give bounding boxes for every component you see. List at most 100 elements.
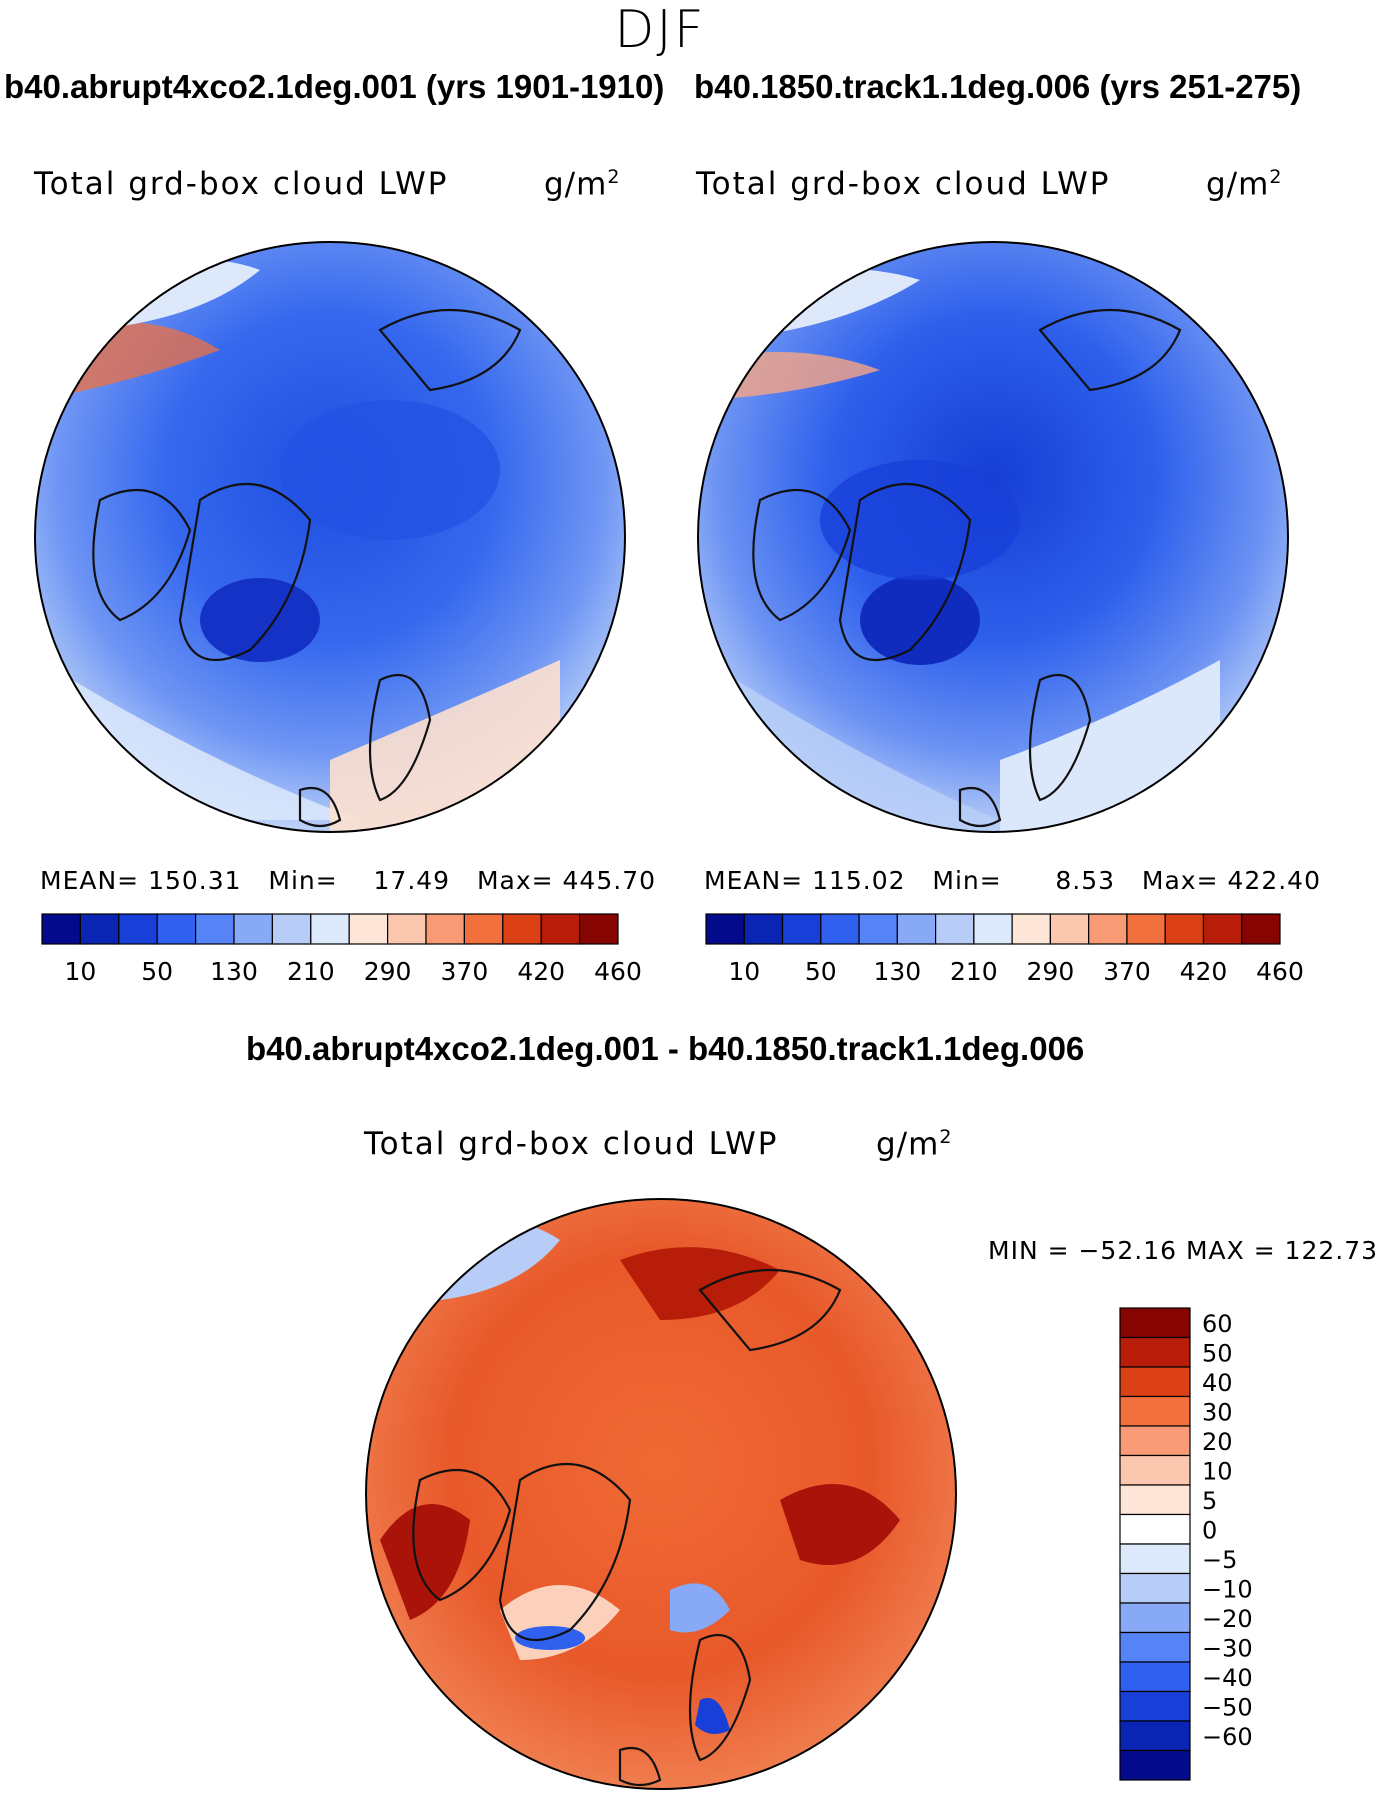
cbar2-swatch bbox=[743, 913, 784, 945]
panel2-units-base: g/m bbox=[1206, 166, 1270, 203]
cbar1-tick-label: 290 bbox=[364, 957, 412, 986]
cbar2-swatch bbox=[858, 913, 898, 945]
cbar1-tick-label: 460 bbox=[594, 957, 642, 986]
panel1-units-exp: 2 bbox=[607, 166, 621, 188]
panel1-units-base: g/m bbox=[544, 166, 608, 203]
cbar3-swatch bbox=[1119, 1513, 1191, 1545]
panel2-mean-value: 115.02 bbox=[812, 866, 906, 895]
panel2-units: g/m2 bbox=[1206, 166, 1282, 202]
cbar3-tick-label: 40 bbox=[1202, 1369, 1233, 1397]
colorbar-panel1: 10 50 130 210 290 370 420 460 bbox=[41, 913, 642, 986]
cbar2-tick-label: 130 bbox=[873, 957, 921, 986]
cbar2-tick-label: 210 bbox=[950, 957, 998, 986]
cbar1-swatch bbox=[425, 913, 466, 945]
map3-strong-increase-west bbox=[380, 1504, 470, 1620]
map3-strong-increase-north bbox=[620, 1247, 780, 1320]
cbar3-tick-label: 10 bbox=[1202, 1457, 1233, 1485]
map2-coastlines bbox=[752, 309, 1182, 828]
cbar1-swatch bbox=[310, 913, 350, 945]
cbar1-swatch bbox=[195, 913, 235, 945]
cbar1-swatch bbox=[387, 913, 427, 945]
diff-minmax: MIN = −52.16 MAX = 122.73 bbox=[988, 1236, 1379, 1265]
cbar2-swatch bbox=[781, 913, 822, 945]
cbar3-swatch bbox=[1119, 1454, 1191, 1486]
map3-negative-norway bbox=[695, 1698, 730, 1734]
cbar3-swatch bbox=[1119, 1395, 1191, 1427]
cbar1-swatch bbox=[271, 913, 312, 945]
cbar1-swatch bbox=[463, 913, 504, 945]
cbar2-tick-label: 50 bbox=[805, 957, 837, 986]
cbar3-tick-label: −10 bbox=[1202, 1575, 1253, 1603]
cbar2-tick-label: 370 bbox=[1103, 957, 1151, 986]
panel1-max-value: 445.70 bbox=[562, 866, 657, 895]
cbar1-swatch bbox=[578, 913, 619, 945]
cbar3-swatch bbox=[1119, 1572, 1191, 1604]
cbar1-tick-label: 420 bbox=[517, 957, 565, 986]
colorbar-panel2: 10 50 130 210 290 370 420 460 bbox=[705, 913, 1304, 986]
panel2-min-value: 8.53 bbox=[1055, 866, 1116, 895]
map2-dense-region bbox=[860, 575, 980, 665]
season-title: DJF bbox=[614, 0, 706, 60]
cbar2-swatch bbox=[973, 913, 1013, 945]
cbar2-swatch bbox=[1011, 913, 1052, 945]
cbar2-tick-label: 10 bbox=[728, 957, 760, 986]
cbar3-tick-label: −20 bbox=[1202, 1605, 1253, 1633]
cbar3-swatch bbox=[1119, 1631, 1191, 1663]
cbar3-tick-label: −50 bbox=[1202, 1693, 1253, 1721]
cbar3-tick-label: 50 bbox=[1202, 1339, 1233, 1367]
cbar3-tick-label: −5 bbox=[1202, 1546, 1237, 1574]
cbar3-tick-label: 30 bbox=[1202, 1398, 1233, 1426]
cbar1-swatch bbox=[348, 913, 389, 945]
cbar1-tick-label: 130 bbox=[210, 957, 258, 986]
map1-arctic-core bbox=[280, 400, 500, 540]
cbar3-swatch bbox=[1119, 1366, 1191, 1398]
cbar1-swatch bbox=[540, 913, 581, 945]
panel1-min-label: Min= bbox=[268, 866, 338, 895]
panel1-stats: MEAN= 150.31 Min= 17.49 Max= 445.70 bbox=[40, 866, 656, 895]
cbar1-swatch bbox=[41, 913, 82, 945]
cbar3-tick-label: 20 bbox=[1202, 1428, 1233, 1456]
cbar2-swatch bbox=[705, 913, 745, 945]
diff-units-exp: 2 bbox=[939, 1126, 953, 1148]
panel1-max-label: Max= bbox=[476, 866, 554, 895]
diff-title: b40.abrupt4xco2.1deg.001 - b40.1850.trac… bbox=[246, 1030, 1085, 1067]
cbar3-swatch bbox=[1119, 1661, 1191, 1693]
map3-negative-barents bbox=[670, 1583, 730, 1633]
cbar2-swatch bbox=[1164, 913, 1205, 945]
diff-units-base: g/m bbox=[876, 1126, 940, 1163]
panel1-variable-label: Total grd-box cloud LWP bbox=[34, 166, 449, 202]
diff-variable-label: Total grd-box cloud LWP bbox=[364, 1126, 779, 1162]
map1-dense-region bbox=[200, 578, 320, 662]
panel1-min-value: 17.49 bbox=[373, 866, 451, 895]
cbar2-swatch bbox=[896, 913, 937, 945]
panel2-case-title: b40.1850.track1.1deg.006 (yrs 251-275) bbox=[694, 68, 1302, 105]
panel1-mean-label: MEAN= bbox=[40, 866, 140, 895]
cbar3-swatch bbox=[1119, 1749, 1191, 1781]
cbar3-tick-label: 0 bbox=[1202, 1516, 1217, 1544]
cbar3-swatch bbox=[1119, 1543, 1191, 1575]
map3 bbox=[365, 1198, 957, 1790]
cbar3-swatch bbox=[1119, 1425, 1191, 1457]
cbar3-tick-label: −60 bbox=[1202, 1723, 1253, 1751]
cbar1-swatch bbox=[79, 913, 120, 945]
panel2-max-value: 422.40 bbox=[1227, 866, 1321, 895]
map1-field bbox=[35, 242, 625, 832]
cbar3-swatch bbox=[1119, 1690, 1191, 1722]
map1-border bbox=[34, 241, 626, 833]
map1-coastlines bbox=[92, 309, 522, 828]
map3-strong-increase-east bbox=[780, 1484, 900, 1565]
cbar2-tick-label: 290 bbox=[1027, 957, 1075, 986]
panel2-min-label: Min= bbox=[932, 866, 1002, 895]
cbar3-swatch bbox=[1119, 1720, 1191, 1752]
cbar3-tick-label: 5 bbox=[1202, 1487, 1217, 1515]
cbar1-tick-label: 10 bbox=[64, 957, 96, 986]
panel1-mean-value: 150.31 bbox=[148, 866, 242, 895]
cbar2-swatch bbox=[1202, 913, 1243, 945]
cbar3-swatch bbox=[1119, 1602, 1191, 1634]
cbar1-swatch bbox=[502, 913, 542, 945]
cbar2-tick-label: 460 bbox=[1256, 957, 1304, 986]
map2-border bbox=[697, 241, 1289, 833]
map3-coastlines bbox=[412, 1269, 842, 1787]
